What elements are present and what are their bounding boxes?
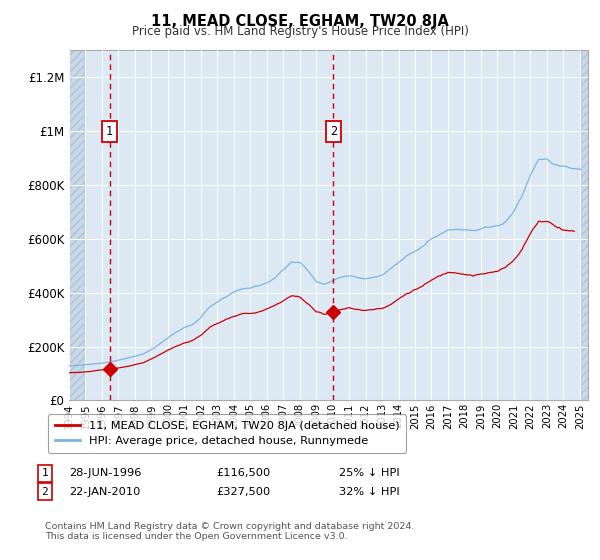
Text: 2: 2: [330, 125, 337, 138]
Bar: [581, 50, 588, 400]
Text: Price paid vs. HM Land Registry's House Price Index (HPI): Price paid vs. HM Land Registry's House …: [131, 25, 469, 38]
Text: £327,500: £327,500: [216, 487, 270, 497]
Text: 28-JUN-1996: 28-JUN-1996: [69, 468, 142, 478]
Text: 11, MEAD CLOSE, EGHAM, TW20 8JA: 11, MEAD CLOSE, EGHAM, TW20 8JA: [151, 14, 449, 29]
Text: Contains HM Land Registry data © Crown copyright and database right 2024.
This d: Contains HM Land Registry data © Crown c…: [45, 522, 415, 542]
Text: 22-JAN-2010: 22-JAN-2010: [69, 487, 140, 497]
Text: 2: 2: [41, 487, 49, 497]
Legend: 11, MEAD CLOSE, EGHAM, TW20 8JA (detached house), HPI: Average price, detached h: 11, MEAD CLOSE, EGHAM, TW20 8JA (detache…: [47, 414, 406, 452]
Text: 32% ↓ HPI: 32% ↓ HPI: [339, 487, 400, 497]
Bar: [69, 50, 84, 400]
Text: 1: 1: [41, 468, 49, 478]
Text: 1: 1: [106, 125, 113, 138]
Text: 25% ↓ HPI: 25% ↓ HPI: [339, 468, 400, 478]
Text: £116,500: £116,500: [216, 468, 270, 478]
